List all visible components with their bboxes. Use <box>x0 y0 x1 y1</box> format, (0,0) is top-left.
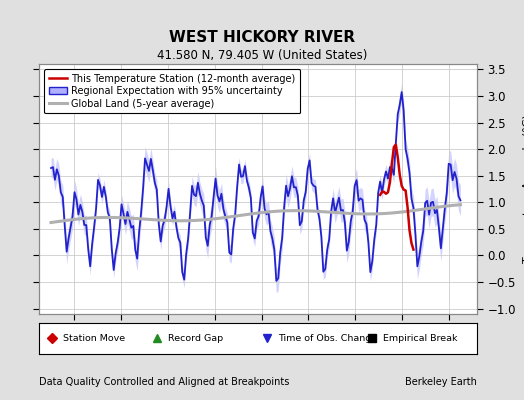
Text: 41.580 N, 79.405 W (United States): 41.580 N, 79.405 W (United States) <box>157 50 367 62</box>
Text: Record Gap: Record Gap <box>168 334 224 343</box>
Text: Empirical Break: Empirical Break <box>383 334 457 343</box>
Text: Data Quality Controlled and Aligned at Breakpoints: Data Quality Controlled and Aligned at B… <box>39 377 290 387</box>
Legend: This Temperature Station (12-month average), Regional Expectation with 95% uncer: This Temperature Station (12-month avera… <box>44 69 300 114</box>
Text: Berkeley Earth: Berkeley Earth <box>405 377 477 387</box>
Y-axis label: Temperature Anomaly (°C): Temperature Anomaly (°C) <box>523 115 524 263</box>
Text: Station Move: Station Move <box>63 334 125 343</box>
Text: Time of Obs. Change: Time of Obs. Change <box>278 334 377 343</box>
Text: WEST HICKORY RIVER: WEST HICKORY RIVER <box>169 30 355 46</box>
